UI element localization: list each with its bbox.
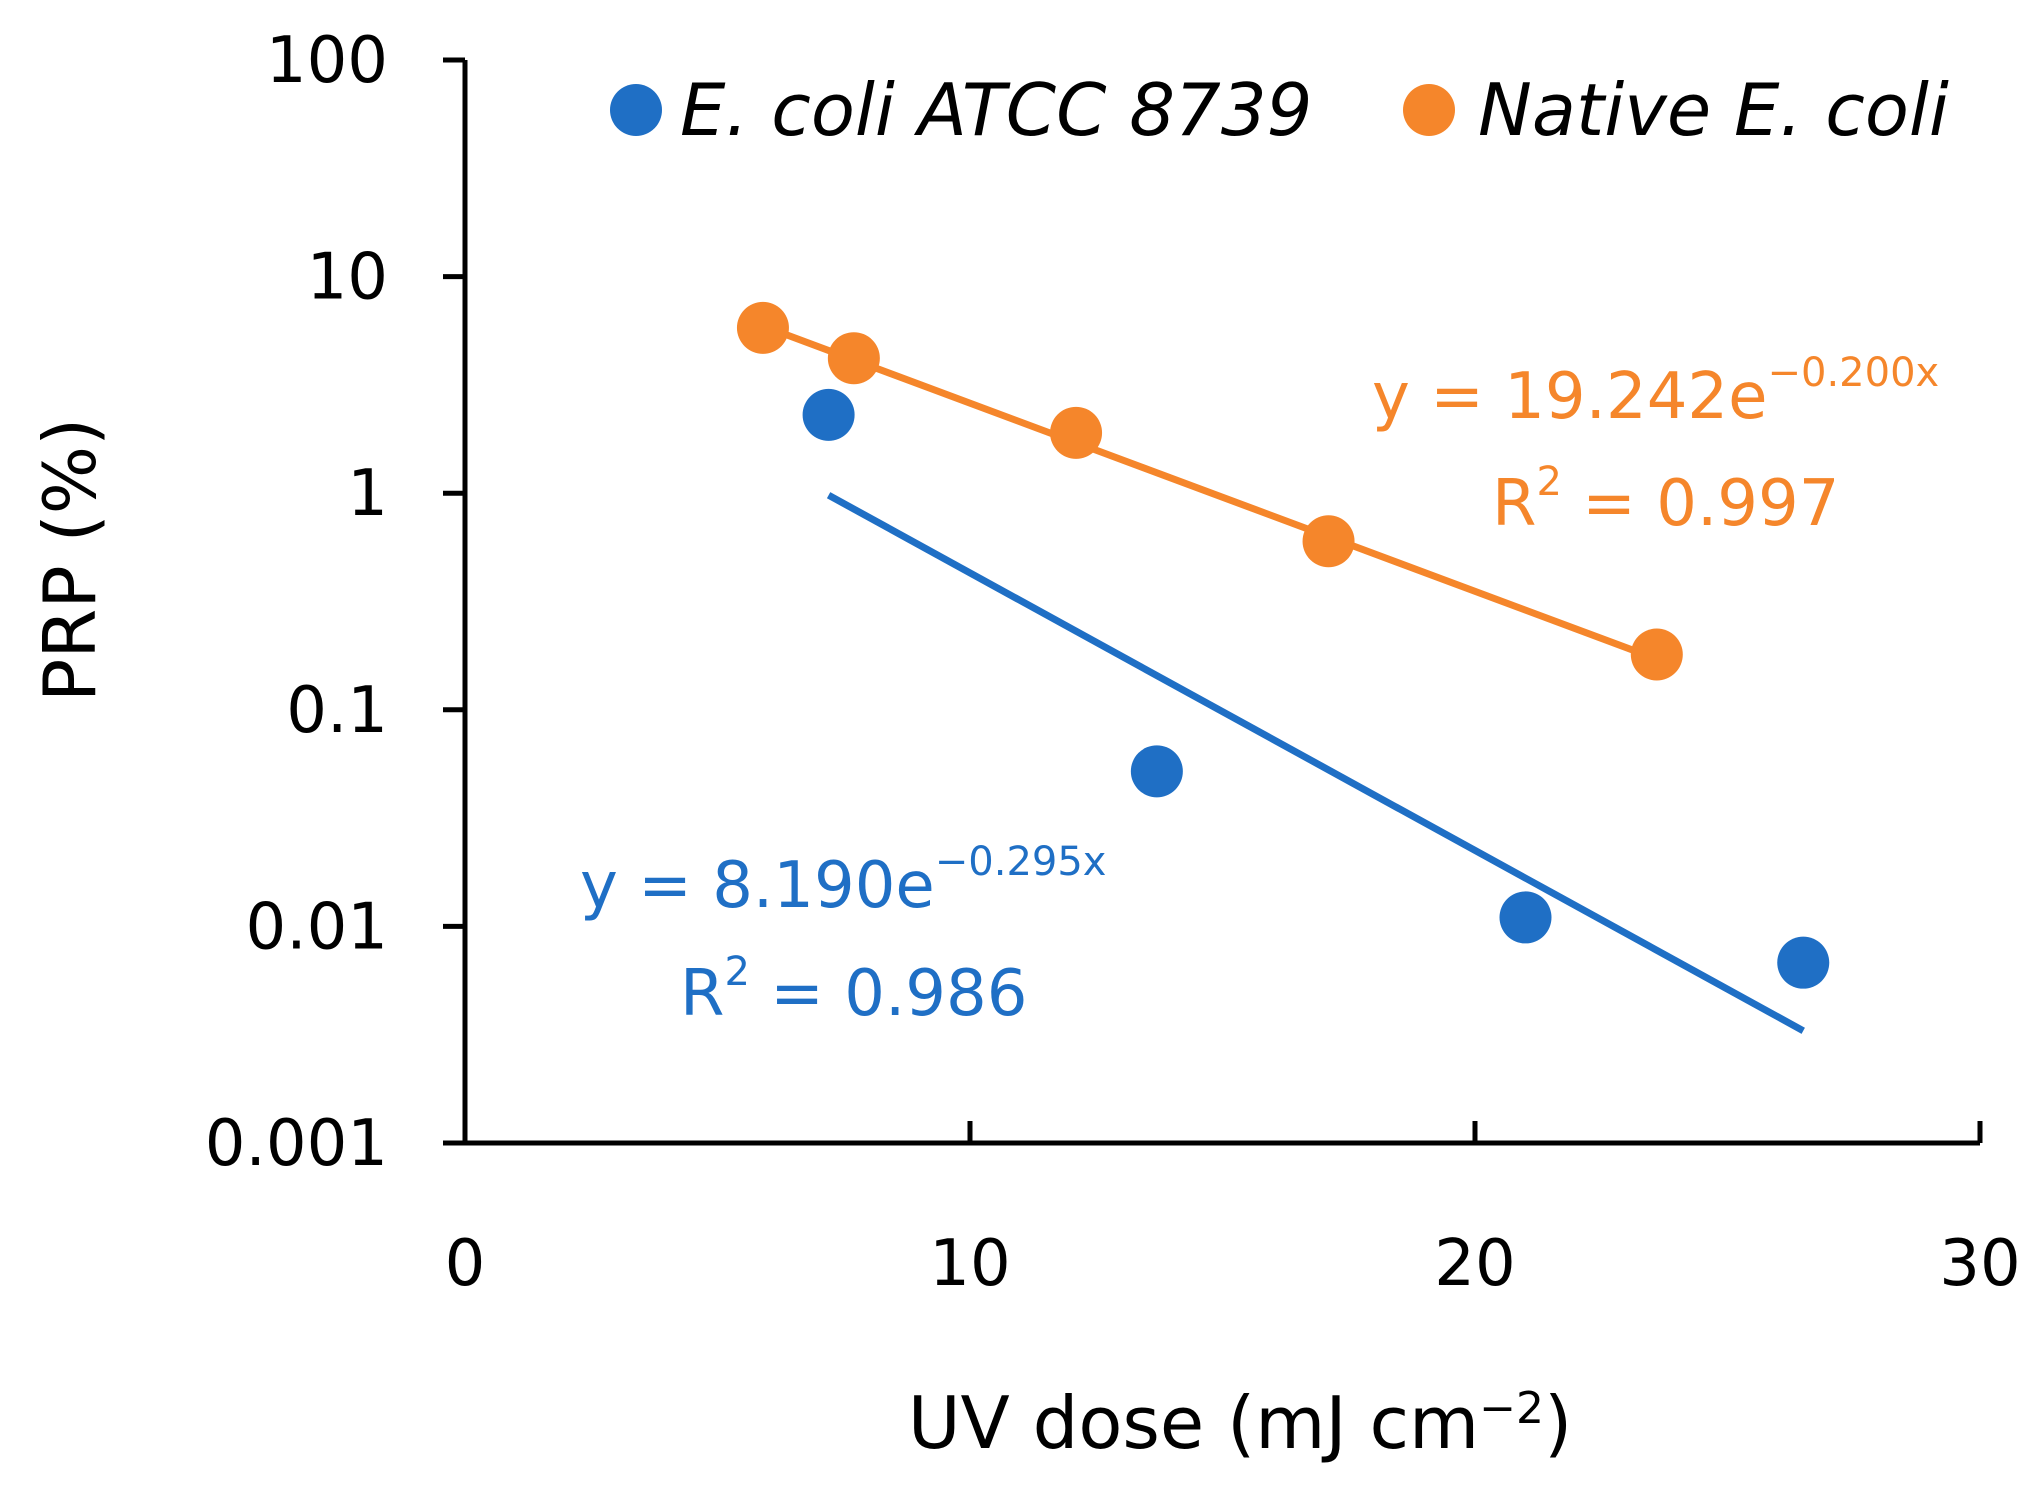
point-s1-0: [736, 301, 789, 354]
equation-atcc-exponent: −0.295x: [935, 839, 1107, 885]
legend: E. coli ATCC 8739 Native E. coli: [610, 68, 1949, 152]
annotation-native: y = 19.242e−0.200x R2 = 0.997: [1372, 350, 1939, 541]
point-s1-3: [1302, 515, 1355, 568]
trendline-1: [761, 322, 1659, 663]
point-s1-2: [1050, 406, 1103, 459]
equation-native-exponent: −0.200x: [1768, 350, 1940, 396]
y-tick-label-1: 0.01: [246, 890, 389, 964]
point-s0-0: [802, 388, 855, 441]
r2-native: R2 = 0.997: [1492, 459, 1839, 541]
equation-atcc: y = 8.190e−0.295x: [580, 839, 1106, 923]
x-axis-ticks: 0 10 20 30: [445, 1121, 2021, 1301]
y-tick-label-2: 0.1: [286, 674, 388, 748]
r2-atcc: R2 = 0.986: [680, 949, 1027, 1031]
x-tick-label-0: 0: [445, 1227, 486, 1301]
legend-label-atcc: E. coli ATCC 8739: [680, 68, 1312, 152]
data-points: [736, 301, 1830, 989]
annotation-atcc: y = 8.190e−0.295x R2 = 0.986: [580, 839, 1106, 1031]
y-axis-ticks: 0.001 0.01 0.1 1 10 100: [205, 24, 465, 1181]
trendlines: [761, 322, 1805, 1034]
y-tick-label-0: 0.001: [205, 1107, 388, 1181]
point-s0-2: [1499, 891, 1552, 944]
trendline-0: [826, 492, 1805, 1034]
x-tick-label-1: 10: [929, 1227, 1010, 1301]
legend-marker-atcc: [610, 84, 662, 136]
point-s1-1: [827, 332, 880, 385]
x-axis-title: UV dose (mJ cm−2): [908, 1381, 1572, 1465]
x-tick-label-3: 30: [1939, 1227, 2020, 1301]
point-s0-1: [1130, 745, 1183, 798]
point-s1-4: [1630, 628, 1683, 681]
x-tick-label-2: 20: [1434, 1227, 1515, 1301]
point-s0-3: [1777, 936, 1830, 989]
legend-marker-native: [1403, 84, 1455, 136]
y-tick-label-3: 1: [347, 457, 388, 531]
legend-label-native: Native E. coli: [1478, 68, 1949, 152]
x-axis-title-superscript: −2: [1479, 1383, 1544, 1434]
y-tick-label-4: 10: [307, 241, 388, 315]
y-axis-title: PRP (%): [28, 418, 112, 702]
y-tick-label-5: 100: [266, 24, 388, 98]
equation-native: y = 19.242e−0.200x: [1372, 350, 1939, 434]
